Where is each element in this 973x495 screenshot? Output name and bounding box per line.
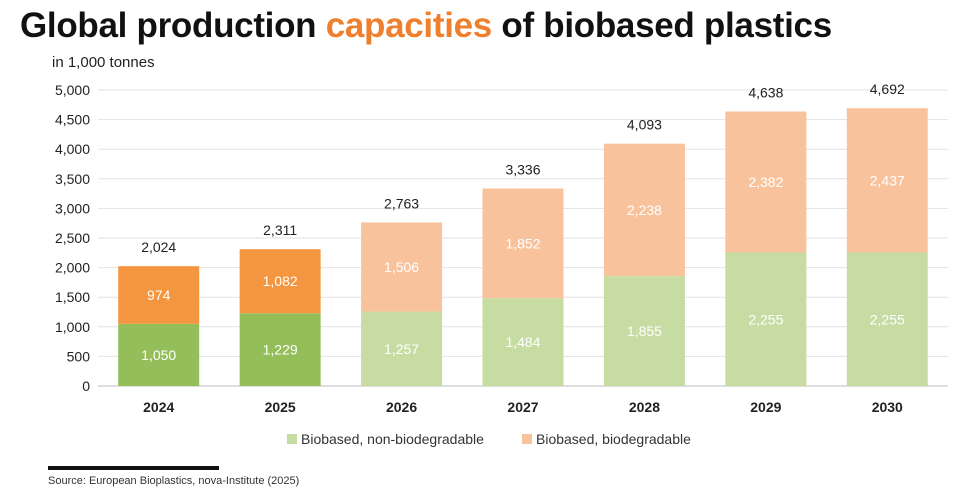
bar-biodegradable xyxy=(239,249,321,314)
data-label-biodegradable: 2,437 xyxy=(870,172,905,188)
y-tick-label: 4,500 xyxy=(55,112,90,128)
data-label-nonbiodegradable: 2,255 xyxy=(870,311,905,327)
bar-nonbiodegradable xyxy=(118,323,200,386)
data-label-biodegradable: 974 xyxy=(147,287,171,303)
total-label: 4,638 xyxy=(748,84,783,100)
y-tick-label: 5,000 xyxy=(55,82,90,98)
bar-biodegradable xyxy=(846,108,928,253)
bar-nonbiodegradable xyxy=(603,276,685,386)
data-label-nonbiodegradable: 1,050 xyxy=(141,347,176,363)
x-tick-label: 2029 xyxy=(750,399,781,415)
bar-biodegradable xyxy=(725,111,807,253)
bar-biodegradable xyxy=(118,266,200,324)
y-tick-label: 0 xyxy=(82,378,90,394)
y-tick-label: 3,000 xyxy=(55,200,90,216)
data-label-biodegradable: 1,082 xyxy=(263,273,298,289)
y-tick-label: 1,000 xyxy=(55,319,90,335)
bar-nonbiodegradable xyxy=(361,311,443,386)
total-label: 2,024 xyxy=(141,239,176,255)
source-note: Source: European Bioplastics, nova-Insti… xyxy=(48,475,300,487)
data-label-nonbiodegradable: 1,257 xyxy=(384,341,419,357)
data-label-nonbiodegradable: 1,855 xyxy=(627,323,662,339)
y-tick-label: 2,500 xyxy=(55,230,90,246)
bar-nonbiodegradable xyxy=(846,252,928,386)
bar-biodegradable xyxy=(482,188,564,299)
y-tick-label: 500 xyxy=(67,348,91,364)
y-tick-label: 4,000 xyxy=(55,141,90,157)
title-part1: Global production xyxy=(20,6,326,45)
chart-title: Global production capacities of biobased… xyxy=(20,6,832,46)
y-tick-label: 1,500 xyxy=(55,289,90,305)
stacked-bar-chart: 0 500 1,000 1,500 2,000 2,500 3,000 3,500 4,000 4… xyxy=(55,81,948,447)
title-part2: of biobased plastics xyxy=(491,6,832,45)
bar-nonbiodegradable xyxy=(725,252,807,386)
bar-biodegradable xyxy=(603,143,685,277)
y-tick-label: 3,500 xyxy=(55,171,90,187)
data-label-biodegradable: 1,852 xyxy=(505,235,540,251)
legend-label-biodegradable: Biobased, biodegradable xyxy=(536,431,691,447)
data-label-nonbiodegradable: 1,229 xyxy=(263,342,298,358)
y-tick-label: 2,000 xyxy=(55,260,90,276)
x-tick-label: 2030 xyxy=(872,399,903,415)
legend-swatch-nonbiodegradable xyxy=(287,434,297,444)
title-accent: capacities xyxy=(325,6,493,45)
data-label-biodegradable: 2,238 xyxy=(627,202,662,218)
x-tick-label: 2025 xyxy=(265,399,296,415)
bar-nonbiodegradable xyxy=(239,313,321,386)
total-label: 2,763 xyxy=(384,195,419,211)
bar-nonbiodegradable xyxy=(482,298,564,386)
data-label-biodegradable: 2,382 xyxy=(748,174,783,190)
legend-label-nonbiodegradable: Biobased, non-biodegradable xyxy=(301,431,484,447)
data-label-nonbiodegradable: 1,484 xyxy=(505,334,540,350)
total-label: 2,311 xyxy=(263,222,297,238)
footer-divider xyxy=(48,466,219,470)
total-label: 4,692 xyxy=(870,81,905,97)
total-label: 4,093 xyxy=(627,117,662,133)
data-label-nonbiodegradable: 2,255 xyxy=(748,311,783,327)
total-label: 3,336 xyxy=(505,162,540,178)
legend-swatch-biodegradable xyxy=(522,434,532,444)
x-tick-label: 2027 xyxy=(507,399,538,415)
x-tick-label: 2024 xyxy=(143,399,174,415)
unit-label: in 1,000 tonnes xyxy=(52,54,155,71)
x-tick-label: 2026 xyxy=(386,399,417,415)
data-label-biodegradable: 1,506 xyxy=(384,259,419,275)
x-tick-label: 2028 xyxy=(629,399,660,415)
bar-biodegradable xyxy=(361,222,443,312)
